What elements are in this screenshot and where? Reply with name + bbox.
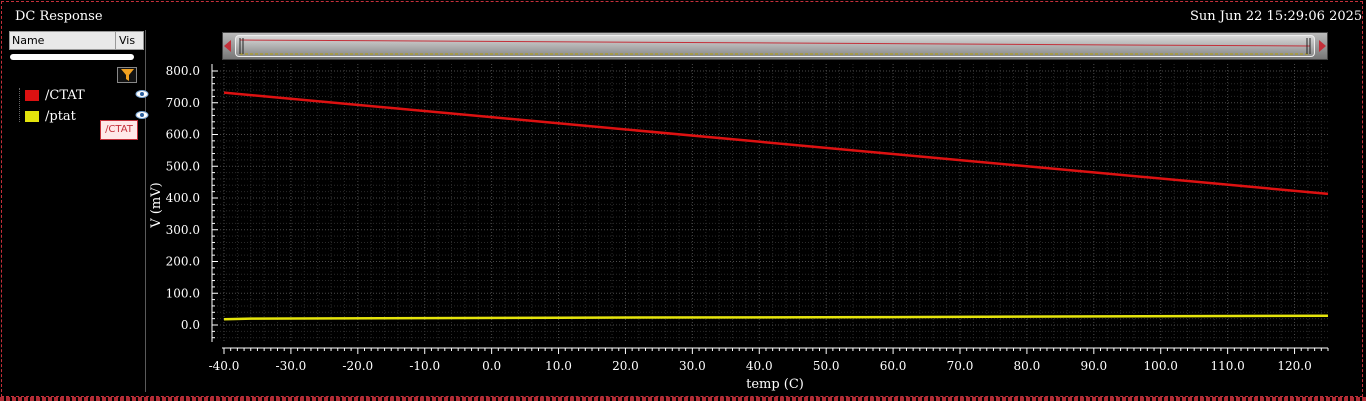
x-tick-label: -20.0 — [342, 359, 373, 373]
thumb-preview-icon — [239, 38, 1311, 55]
series-line-ptat — [223, 314, 1329, 321]
x-tick-label: 20.0 — [612, 359, 639, 373]
scroll-left-arrow-icon[interactable] — [224, 40, 232, 52]
column-header-vis[interactable]: Vis — [115, 32, 135, 49]
tree-connector — [19, 88, 21, 122]
legend-header: Name Vis — [9, 31, 144, 50]
series — [223, 91, 1329, 321]
x-tick-label: 40.0 — [746, 359, 773, 373]
y-tick-label: 0.0 — [181, 318, 200, 332]
visibility-eye-icon[interactable] — [135, 88, 149, 100]
x-tick-label: 70.0 — [947, 359, 974, 373]
scroll-right-arrow-icon[interactable] — [1318, 40, 1326, 52]
axes: 0.0 100.0 200.0 300.0 400.0 500.0 600.0 700.0 80… — [166, 64, 1329, 373]
y-tick-label: 600.0 — [166, 128, 200, 142]
tooltip: /CTAT — [100, 120, 138, 140]
y-tick-label: 700.0 — [166, 96, 200, 110]
x-tick-label: -10.0 — [409, 359, 440, 373]
y-tick-label: 200.0 — [166, 255, 200, 269]
y-axis-label: V (mV) — [149, 182, 164, 228]
legend-label-ptat: /ptat — [45, 109, 76, 124]
y-tick-label: 100.0 — [166, 286, 200, 300]
x-tick-label: 60.0 — [880, 359, 907, 373]
visibility-eye-icon[interactable] — [135, 109, 149, 121]
timestamp: Sun Jun 22 15:29:06 2025 1 — [1190, 9, 1366, 24]
x-axis-label: temp (C) — [746, 377, 804, 392]
series-line-ctat — [223, 91, 1329, 196]
x-tick-label: 90.0 — [1080, 359, 1107, 373]
y-tick-label: 500.0 — [166, 159, 200, 173]
legend-panel: Name Vis /CTAT /ptat /CTAT — [7, 30, 149, 392]
x-tick-label: 0.0 — [482, 359, 501, 373]
window-border — [0, 397, 1366, 401]
x-tick-label: 30.0 — [679, 359, 706, 373]
scrollbar-thumb[interactable] — [235, 35, 1315, 57]
y-tick-label: 800.0 — [166, 64, 200, 78]
x-tick-label: -40.0 — [209, 359, 240, 373]
y-tick-label: 300.0 — [166, 223, 200, 237]
legend-scrollbar[interactable] — [10, 54, 134, 60]
x-tick-label: 100.0 — [1144, 359, 1178, 373]
x-tick-label: 80.0 — [1014, 359, 1041, 373]
grid — [214, 64, 1328, 342]
window-title: DC Response — [15, 9, 103, 24]
x-tick-label: 10.0 — [545, 359, 572, 373]
column-header-name[interactable]: Name — [12, 34, 45, 47]
filter-icon — [121, 69, 134, 81]
x-tick-label: 50.0 — [813, 359, 840, 373]
filter-button[interactable] — [117, 67, 137, 83]
legend-label-ctat: /CTAT — [45, 88, 85, 103]
x-tick-label: 110.0 — [1210, 359, 1244, 373]
legend-swatch-ptat — [25, 111, 39, 122]
x-tick-label: -30.0 — [276, 359, 307, 373]
x-tick-label: 120.0 — [1277, 359, 1311, 373]
x-zoom-scrollbar[interactable] — [222, 32, 1328, 60]
y-tick-label: 400.0 — [166, 191, 200, 205]
legend-swatch-ctat — [25, 90, 39, 101]
